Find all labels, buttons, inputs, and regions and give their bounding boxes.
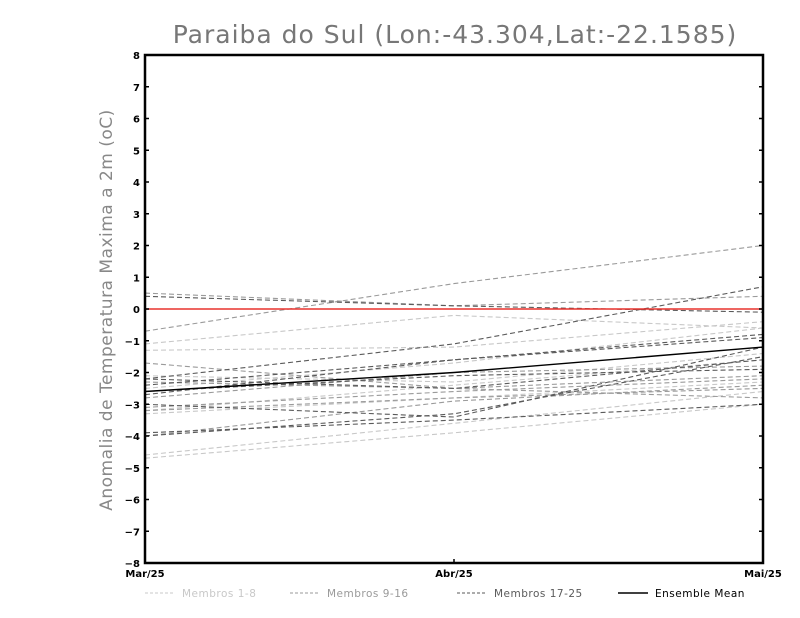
legend-label: Membros 1-8 bbox=[182, 588, 256, 600]
series-line-membros-9-16-8 bbox=[144, 378, 764, 408]
series-line-membros-17-25-4 bbox=[144, 346, 764, 418]
chart-title: Paraiba do Sul (Lon:-43.304,Lat:-22.1585… bbox=[173, 20, 738, 49]
legend-label: Membros 17-25 bbox=[494, 588, 583, 600]
y-tick-label: −7 bbox=[125, 527, 140, 538]
y-tick-label: 3 bbox=[133, 210, 140, 221]
series-line-membros-1-8-2 bbox=[144, 390, 764, 456]
series-line-membros-9-16-7 bbox=[144, 384, 764, 437]
y-tick-label: 8 bbox=[133, 51, 140, 62]
series-line-membros-17-25-8 bbox=[144, 368, 764, 393]
series-line-membros-1-8-1 bbox=[144, 403, 764, 459]
y-tick-label: −3 bbox=[125, 400, 140, 411]
series-line-membros-17-25-9 bbox=[144, 359, 764, 389]
x-tick-label: Mai/25 bbox=[744, 569, 782, 580]
y-tick-label: 5 bbox=[133, 146, 140, 157]
series-line-ensemble-mean-1 bbox=[144, 346, 764, 393]
y-tick-label: 1 bbox=[133, 273, 140, 284]
y-tick-label: −2 bbox=[125, 369, 140, 380]
legend: Membros 1-8 Membros 9-16 Membros 17-25 Ense… bbox=[145, 588, 745, 600]
y-axis-label: Anomalia de Temperatura Maxima a 2m (oC) bbox=[97, 109, 117, 511]
y-tick-label: −5 bbox=[125, 464, 140, 475]
legend-label: Membros 9-16 bbox=[327, 588, 409, 600]
series-line-membros-1-8-5 bbox=[144, 321, 764, 351]
x-tick-label: Mar/25 bbox=[125, 569, 164, 580]
series-line-membros-1-8-8 bbox=[144, 327, 764, 389]
y-tick-label: 7 bbox=[133, 83, 140, 94]
y-tick-label: 2 bbox=[133, 242, 140, 253]
y-tick-label: 6 bbox=[133, 115, 140, 126]
series-line-membros-1-8-6 bbox=[144, 314, 764, 345]
legend-label: Ensemble Mean bbox=[655, 588, 745, 600]
x-tick-label: Abr/25 bbox=[435, 569, 472, 580]
y-tick-label: −4 bbox=[125, 432, 140, 443]
series-line-membros-17-25-7 bbox=[144, 403, 764, 434]
series-line-membros-17-25-2 bbox=[144, 286, 764, 380]
y-tick-label: 4 bbox=[133, 178, 140, 189]
series-line-membros-9-16-2 bbox=[144, 292, 764, 307]
series-line-membros-1-8-7 bbox=[144, 352, 764, 383]
series-line-membros-1-8-4 bbox=[144, 381, 764, 415]
series-line-membros-9-16-4 bbox=[144, 387, 764, 412]
y-tick-label: −1 bbox=[125, 337, 140, 348]
series-line-membros-9-16-1 bbox=[144, 244, 764, 332]
series-line-membros-17-25-1 bbox=[144, 295, 764, 313]
series-line-membros-17-25-6 bbox=[144, 337, 764, 386]
y-tick-label: −8 bbox=[125, 559, 140, 570]
y-tick-label: −6 bbox=[125, 496, 140, 507]
y-tick-label: 0 bbox=[133, 305, 140, 316]
series-line-membros-9-16-5 bbox=[144, 381, 764, 399]
series-line-membros-9-16-6 bbox=[144, 365, 764, 399]
series-line-membros-9-16-3 bbox=[144, 362, 764, 389]
series-layer bbox=[144, 244, 764, 459]
